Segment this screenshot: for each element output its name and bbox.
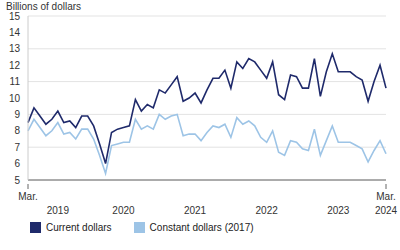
svg-text:9: 9 <box>14 109 20 120</box>
svg-text:10: 10 <box>9 93 21 104</box>
svg-text:Mar.: Mar. <box>18 191 37 202</box>
svg-text:2024: 2024 <box>375 205 392 216</box>
svg-text:13: 13 <box>9 43 21 54</box>
svg-text:14: 14 <box>9 27 21 38</box>
svg-text:15: 15 <box>9 11 21 22</box>
svg-text:Mar.: Mar. <box>376 191 392 202</box>
svg-text:5: 5 <box>14 175 20 186</box>
svg-text:2022: 2022 <box>256 205 279 216</box>
svg-text:6: 6 <box>14 158 20 169</box>
svg-text:11: 11 <box>10 76 21 87</box>
svg-text:7: 7 <box>14 142 20 153</box>
svg-text:2020: 2020 <box>112 205 135 216</box>
svg-text:2023: 2023 <box>327 205 350 216</box>
html-text:Constant dollars (2017): Constant dollars (2017) <box>149 222 254 233</box>
svg-text:12: 12 <box>9 60 21 71</box>
svg-text:2021: 2021 <box>184 205 207 216</box>
html-text:Billions of dollars: Billions of dollars <box>6 1 81 12</box>
svg-text:8: 8 <box>14 125 20 136</box>
html-text:Current dollars: Current dollars <box>46 222 112 233</box>
svg-text:2019: 2019 <box>47 205 70 216</box>
